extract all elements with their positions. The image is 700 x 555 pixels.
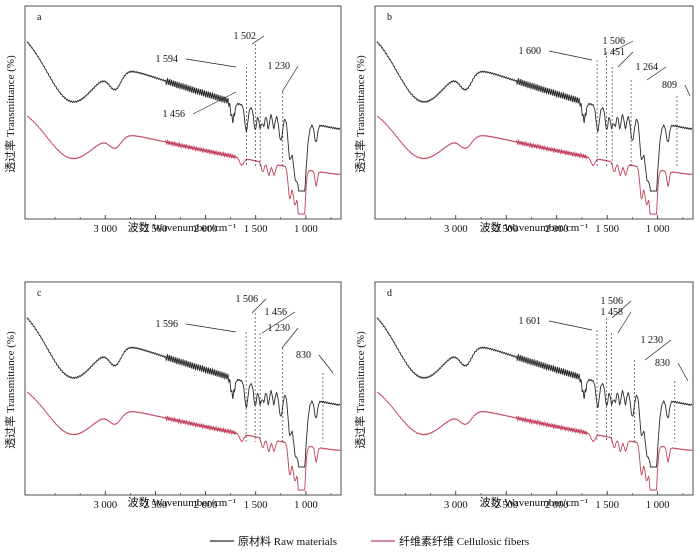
annotation-label: 1 230	[268, 61, 291, 72]
annotation-label: 1 594	[156, 54, 179, 65]
panel-a: a 3 000 2 500 2 000 1 500 1 000 波数 Wavenumber/…	[3, 5, 342, 235]
raw-materials-line	[376, 41, 693, 192]
x-tick-label: 2 500	[144, 500, 168, 511]
cellulosic-fibers-line	[26, 115, 341, 215]
annotation-arrow	[251, 35, 265, 45]
annotation-label: 1 230	[641, 335, 664, 346]
panel-label: c	[37, 288, 42, 299]
x-tick-label: 1 000	[294, 224, 318, 235]
annotation-arrow	[192, 91, 237, 115]
annotation-label: 1 600	[519, 46, 542, 57]
x-tick-label: 3 000	[444, 500, 468, 511]
x-axis-label: 波数 Wavenumber/cm⁻¹	[128, 221, 237, 234]
cellulosic-fibers-line	[376, 391, 693, 491]
raw-materials-line	[26, 317, 341, 468]
annotation-label: 1 456	[265, 307, 288, 318]
legend-raw-label: 原材料 Raw materials	[238, 534, 337, 548]
annotation-arrow	[644, 339, 672, 361]
annotation-arrow	[548, 320, 593, 331]
annotation-label: 1 506	[236, 294, 259, 305]
annotation-label: 1 456	[163, 109, 186, 120]
cellulosic-fibers-line	[26, 391, 341, 491]
x-tick-label: 2 000	[194, 500, 218, 511]
plot-frame	[24, 281, 342, 496]
plot-frame	[374, 5, 694, 220]
x-tick-label: 1 000	[646, 224, 670, 235]
x-tick-label: 2 500	[494, 224, 518, 235]
annotation-arrow	[617, 51, 634, 68]
x-tick-label: 3 000	[93, 224, 117, 235]
annotation-arrow	[548, 50, 593, 61]
y-axis-label: 透过率 Transmittance (%)	[3, 55, 17, 173]
panel-label: a	[37, 12, 42, 23]
panel-label: d	[387, 288, 392, 299]
annotation-arrow	[646, 66, 667, 81]
x-axis-label: 波数 Wavenumber/cm⁻¹	[480, 221, 589, 234]
x-tick-label: 3 000	[444, 224, 468, 235]
annotation-label: 1 506	[603, 36, 626, 47]
x-tick-label: 2 500	[494, 500, 518, 511]
plot-frame	[374, 281, 694, 496]
annotation-arrow	[684, 84, 691, 97]
x-tick-label: 1 500	[595, 224, 619, 235]
x-tick-label: 1 500	[595, 500, 619, 511]
cellulosic-fibers-line	[376, 115, 693, 215]
annotation-label: 1 230	[268, 323, 291, 334]
x-tick-label: 1 000	[646, 500, 670, 511]
annotation-label: 1 264	[636, 62, 659, 73]
annotation-label: 1 451	[603, 47, 626, 58]
x-tick-label: 2 000	[545, 224, 569, 235]
annotation-arrow	[611, 40, 634, 53]
annotation-arrow	[281, 65, 299, 93]
y-axis-label: 透过率 Transmittance (%)	[3, 331, 17, 449]
annotation-label: 830	[655, 358, 670, 369]
annotation-arrow	[261, 311, 296, 334]
x-tick-label: 2 000	[545, 500, 569, 511]
x-tick-label: 2 500	[144, 224, 168, 235]
raw-materials-line	[376, 317, 693, 468]
y-axis-label: 透过率 Transmittance (%)	[353, 331, 367, 449]
y-axis-label: 透过率 Transmittance (%)	[353, 55, 367, 173]
panel-label: b	[387, 12, 392, 23]
annotation-arrow	[318, 354, 334, 374]
legend-cellulose-label: 纤维素纤维 Cellulosic fibers	[399, 535, 529, 548]
annotation-label: 1 596	[156, 319, 179, 330]
annotation-arrow	[677, 362, 689, 382]
plot-frame	[24, 5, 342, 220]
x-tick-label: 3 000	[93, 500, 117, 511]
panel-d: d 3 000 2 500 2 000 1 500 1 000 波数 Wavenumber/…	[353, 281, 694, 511]
annotation-arrow	[617, 311, 632, 334]
x-axis-label: 波数 Wavenumber/cm⁻¹	[128, 496, 237, 509]
panel-b: b 3 000 2 500 2 000 1 500 1 000 波数 Wavenumber/…	[353, 5, 694, 235]
annotation-arrow	[185, 58, 237, 68]
x-axis-label: 波数 Wavenumber/cm⁻¹	[480, 496, 589, 509]
x-tick-label: 2 000	[194, 224, 218, 235]
annotation-arrow	[251, 298, 267, 314]
annotation-label: 1 601	[519, 316, 542, 327]
annotation-label: 1 502	[234, 31, 257, 42]
panel-c: c 3 000 2 500 2 000 1 500 1 000 波数 Wavenumber/…	[3, 281, 342, 511]
x-tick-label: 1 500	[244, 500, 268, 511]
annotation-arrow	[611, 300, 632, 319]
x-tick-label: 1 500	[244, 224, 268, 235]
annotation-arrow	[281, 327, 299, 349]
x-tick-label: 1 000	[294, 500, 318, 511]
annotation-label: 830	[296, 350, 311, 361]
legend: 原材料 Raw materials 纤维素纤维 Cellulosic fibers	[210, 534, 529, 548]
annotation-label: 1 506	[601, 296, 624, 307]
annotation-arrow	[185, 323, 237, 333]
raw-materials-line	[26, 41, 341, 192]
annotation-label: 809	[662, 80, 677, 91]
annotation-label: 1 458	[601, 307, 624, 318]
